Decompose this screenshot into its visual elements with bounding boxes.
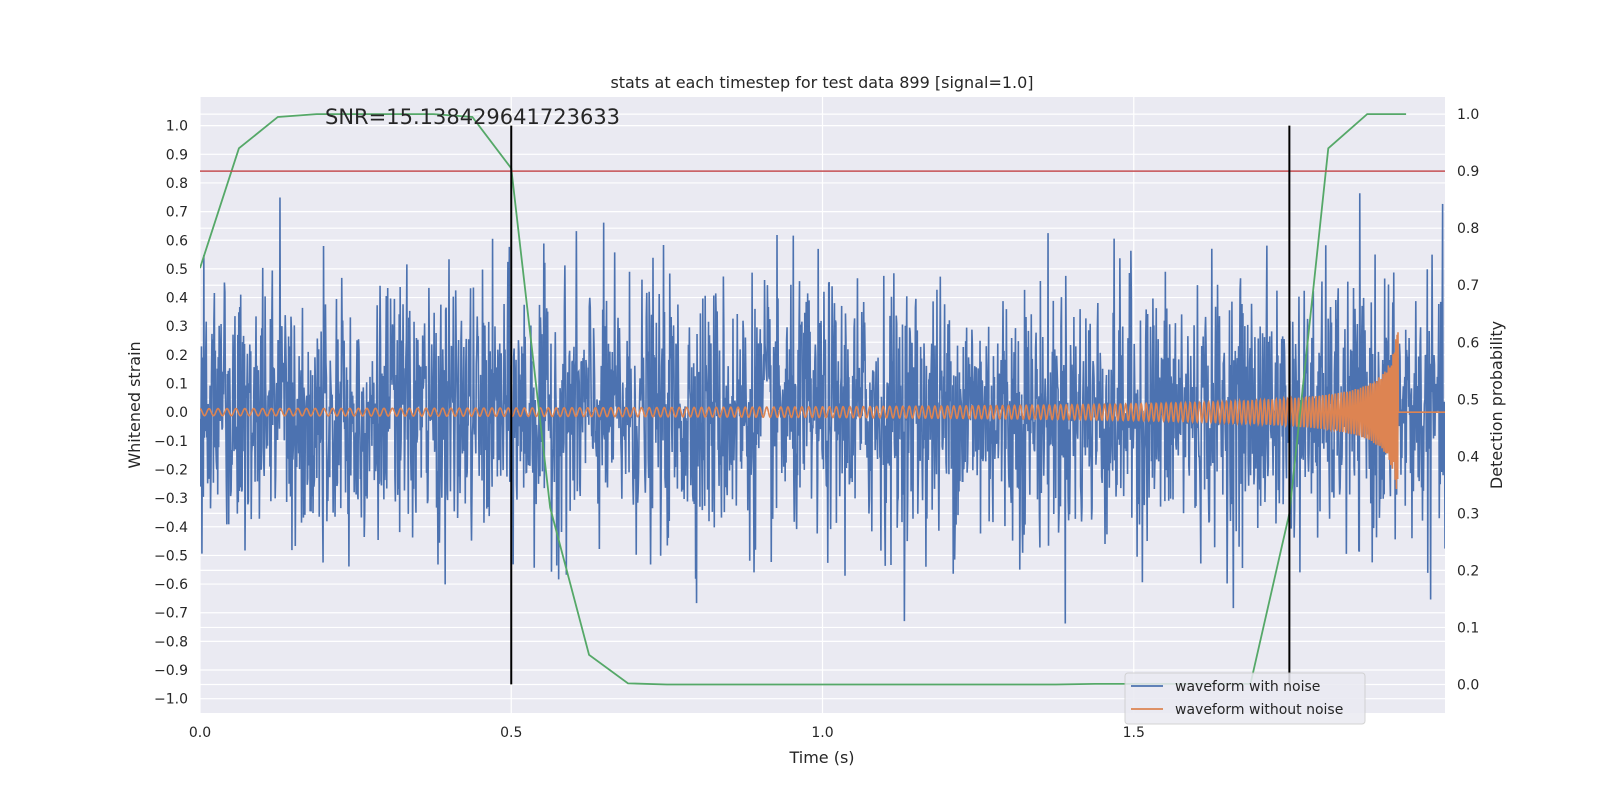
x-tick-label: 0.5 bbox=[500, 725, 522, 741]
y-tick-label-left: −0.8 bbox=[154, 634, 188, 650]
y-axis-left-label: Whitened strain bbox=[125, 341, 144, 468]
y-tick-label-left: −0.9 bbox=[154, 663, 188, 679]
x-axis-ticks: 0.0 0.5 1.0 1.5 bbox=[189, 725, 1145, 741]
series-waveform-without-noise bbox=[200, 332, 1445, 489]
y-tick-label-left: 0.1 bbox=[166, 377, 188, 393]
y-tick-label-right: 0.2 bbox=[1457, 563, 1479, 579]
y-tick-label-left: 0.4 bbox=[166, 291, 188, 307]
y-tick-label-left: −0.7 bbox=[154, 606, 188, 622]
y-tick-label-left: 0.5 bbox=[166, 262, 188, 278]
y-tick-label-right: 0.5 bbox=[1457, 392, 1479, 408]
legend-label-noisy: waveform with noise bbox=[1175, 679, 1320, 695]
y-tick-label-left: 0.9 bbox=[166, 147, 188, 163]
y-tick-label-right: 0.4 bbox=[1457, 449, 1479, 465]
x-tick-label: 0.0 bbox=[189, 725, 211, 741]
y-tick-label-left: 0.6 bbox=[166, 233, 188, 249]
x-tick-label: 1.0 bbox=[811, 725, 833, 741]
y-tick-label-right: 0.1 bbox=[1457, 620, 1479, 636]
series-waveform-with-noise bbox=[200, 193, 1445, 624]
x-axis-label: Time (s) bbox=[788, 748, 854, 767]
y-tick-label-left: 0.7 bbox=[166, 205, 188, 221]
y-tick-label-left: 0.2 bbox=[166, 348, 188, 364]
y-tick-label-left: 0.0 bbox=[166, 405, 188, 421]
y-tick-label-right: 0.8 bbox=[1457, 221, 1479, 237]
y-tick-label-left: −0.5 bbox=[154, 548, 188, 564]
plot-area bbox=[200, 113, 1445, 686]
y-tick-label-left: −0.4 bbox=[154, 520, 188, 536]
y-tick-label-right: 0.7 bbox=[1457, 278, 1479, 294]
legend: waveform with noise waveform without noi… bbox=[1124, 672, 1366, 725]
y-tick-label-left: −0.1 bbox=[154, 434, 188, 450]
y-tick-label-right: 0.9 bbox=[1457, 164, 1479, 180]
snr-annotation: SNR=15.138429641723633 bbox=[325, 105, 620, 129]
y-tick-label-left: −0.6 bbox=[154, 577, 188, 593]
y-axis-right-label: Detection probability bbox=[1487, 321, 1506, 489]
y-tick-label-right: 0.0 bbox=[1457, 677, 1479, 693]
chart-title: stats at each timestep for test data 899… bbox=[610, 73, 1033, 92]
y-axis-right-ticks: 0.0 0.1 0.2 0.3 0.4 0.5 0.6 0.7 0.8 0.9 1.0 bbox=[1457, 107, 1479, 693]
y-axis-left-ticks: −1.0 −0.9 −0.8 −0.7 −0.6 −0.5 −0.4 −0.3 −0.2 −0.1… bbox=[154, 119, 188, 708]
x-tick-label: 1.5 bbox=[1123, 725, 1145, 741]
y-tick-label-left: 0.8 bbox=[166, 176, 188, 192]
y-tick-label-left: −0.3 bbox=[154, 491, 188, 507]
y-tick-label-right: 0.3 bbox=[1457, 506, 1479, 522]
legend-box bbox=[1124, 672, 1366, 725]
legend-label-clean: waveform without noise bbox=[1175, 702, 1343, 718]
y-tick-label-left: −0.2 bbox=[154, 462, 188, 478]
y-tick-label-right: 1.0 bbox=[1457, 107, 1479, 123]
y-tick-label-right: 0.6 bbox=[1457, 335, 1479, 351]
y-tick-label-left: 0.3 bbox=[166, 319, 188, 335]
y-tick-label-left: −1.0 bbox=[154, 692, 188, 708]
y-tick-label-left: 1.0 bbox=[166, 119, 188, 135]
